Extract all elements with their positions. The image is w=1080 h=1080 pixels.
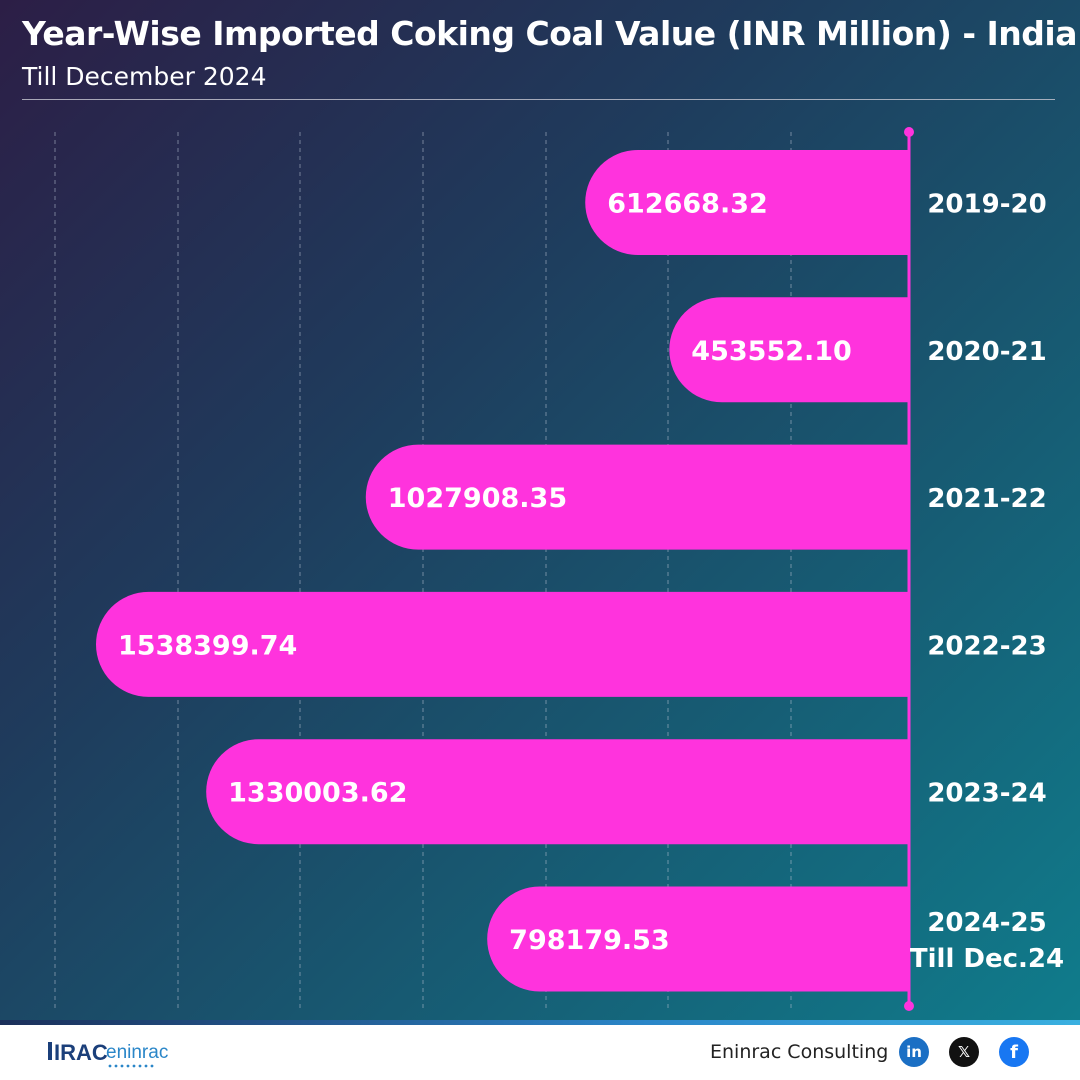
bar	[206, 739, 909, 845]
chart-title: Year-Wise Imported Coking Coal Value (IN…	[22, 14, 1077, 53]
data-label: 612668.32	[607, 189, 768, 220]
chart-subtitle: Till December 2024	[22, 62, 267, 91]
data-label: 798179.53	[509, 925, 670, 956]
footer-band	[0, 1020, 1080, 1025]
bar	[96, 591, 910, 697]
data-label: 1330003.62	[228, 778, 407, 809]
header-divider	[22, 99, 1055, 100]
category-label: 2019-20	[927, 190, 1046, 220]
footer: IRAC eninrac Eninrac Consulting in 𝕏 f	[0, 1020, 1080, 1080]
company-name: Eninrac Consulting	[710, 1041, 889, 1063]
category-label: 2023-24	[927, 779, 1046, 809]
linkedin-icon[interactable]: in	[899, 1037, 929, 1067]
category-label: Till Dec.24	[910, 944, 1064, 974]
axis-cap-top	[904, 127, 914, 137]
category-label: 2024-25	[927, 908, 1046, 938]
facebook-icon[interactable]: f	[999, 1037, 1029, 1067]
data-label: 453552.10	[691, 336, 852, 367]
category-label: 2020-21	[927, 337, 1046, 367]
category-label: 2022-23	[927, 631, 1046, 661]
axis-cap-bottom	[904, 1001, 914, 1011]
category-label: 2021-22	[927, 484, 1046, 514]
bar	[487, 886, 909, 992]
data-label: 1027908.35	[388, 483, 567, 514]
bar	[669, 297, 909, 403]
svg-text:eninrac: eninrac	[106, 1042, 168, 1063]
eninrac-logo: IRAC eninrac	[48, 1040, 168, 1068]
bar	[365, 444, 909, 550]
svg-text:IRAC: IRAC	[54, 1040, 108, 1065]
data-label: 1538399.74	[118, 630, 297, 661]
bar-chart: 612668.32 2019-20 453552.10 2020-21 1027908.…	[54, 127, 1064, 1011]
x-icon[interactable]: 𝕏	[949, 1037, 979, 1067]
bar	[585, 150, 909, 255]
